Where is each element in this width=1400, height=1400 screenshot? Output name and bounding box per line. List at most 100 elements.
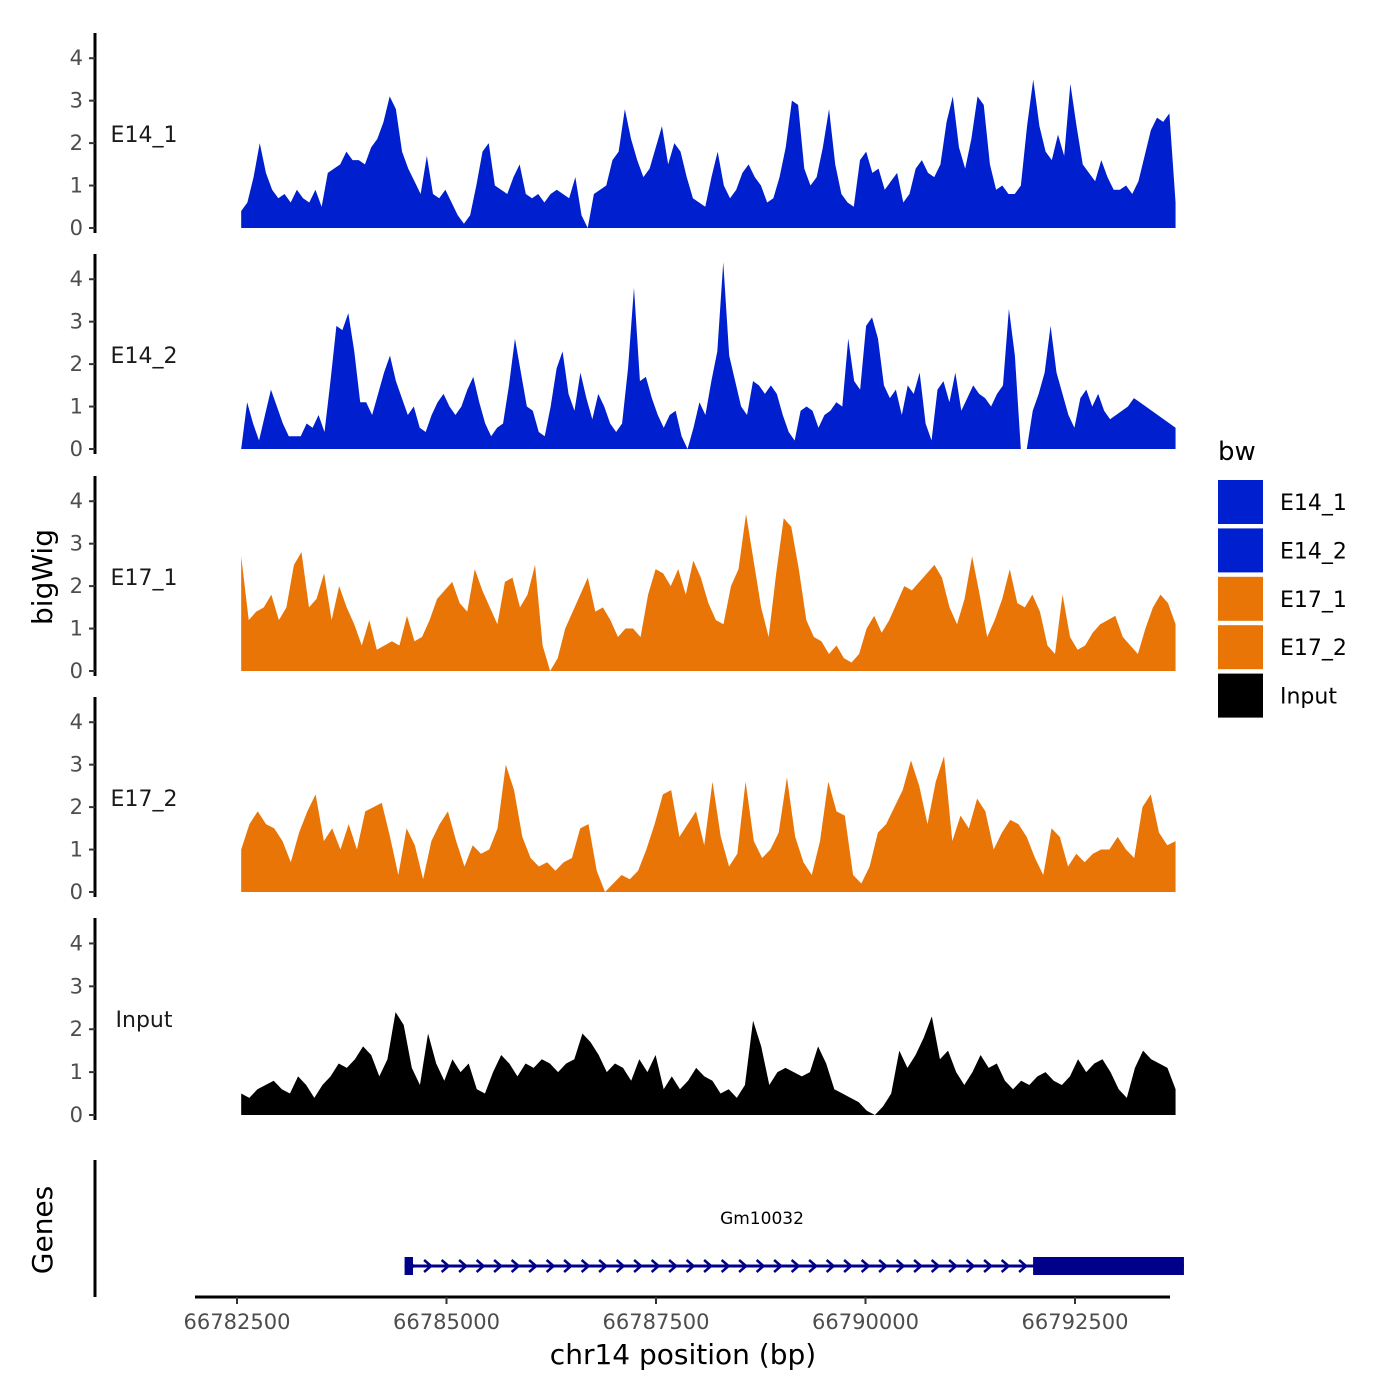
y-tick-label: 4: [70, 489, 83, 513]
strand-arrow: [668, 1259, 679, 1273]
y-tick-label: 4: [70, 267, 83, 291]
strand-arrow: [528, 1259, 539, 1273]
y-tick-label: 2: [70, 574, 83, 598]
y-tick-label: 0: [70, 880, 83, 904]
track-e17-1: 0 1 2 3 4 E17_1: [70, 476, 1176, 683]
track-label: E14_1: [111, 123, 178, 148]
y-tick-label: 1: [70, 395, 83, 419]
strand-arrow: [983, 1259, 994, 1273]
y-tick-label: 3: [70, 89, 83, 113]
strand-arrow: [913, 1259, 924, 1273]
strand-arrow: [580, 1259, 591, 1273]
y-tick-label: 0: [70, 1103, 83, 1127]
x-axis-title: chr14 position (bp): [550, 1338, 816, 1371]
strand-arrow: [790, 1259, 801, 1273]
x-tick-label: 66792500: [1022, 1310, 1129, 1334]
y-tick-label: 4: [70, 46, 83, 70]
legend-swatch: [1218, 625, 1263, 670]
area-e17-2: [241, 756, 1176, 892]
strand-arrow: [475, 1259, 486, 1273]
area-e14-2: [241, 262, 1176, 449]
strand-arrow: [615, 1259, 626, 1273]
legend-item-e14-2: E14_2: [1218, 528, 1347, 573]
y-tick-label: 4: [70, 931, 83, 955]
legend-swatch: [1218, 480, 1263, 524]
strand-arrow: [930, 1259, 941, 1273]
track-label: E17_2: [111, 787, 178, 812]
strand-arrow: [633, 1259, 644, 1273]
y-tick-label: 3: [70, 310, 83, 334]
y-tick-label: 3: [70, 974, 83, 998]
legend-swatch: [1218, 673, 1263, 718]
y-tick-label: 2: [70, 1017, 83, 1041]
legend-label: E17_2: [1280, 636, 1347, 661]
strand-arrow: [948, 1259, 959, 1273]
x-tick-label: 66790000: [812, 1310, 919, 1334]
track-input: 0 1 2 3 4 Input: [70, 918, 1176, 1127]
y-tick-label: 0: [70, 216, 83, 240]
x-tick-label: 66782500: [184, 1310, 291, 1334]
track-e17-2: 0 1 2 3 4 E17_2: [70, 697, 1176, 904]
legend-item-input: Input: [1218, 673, 1337, 718]
x-tick-label: 66785000: [393, 1310, 500, 1334]
y-tick-label: 3: [70, 753, 83, 777]
strand-arrow: [755, 1259, 766, 1273]
legend: bw E14_1 E14_2 E17_1 E17_2 Input: [1218, 437, 1347, 718]
strand-arrow: [738, 1259, 749, 1273]
exon: [404, 1257, 413, 1275]
strand-arrow: [1000, 1259, 1011, 1273]
legend-swatch: [1218, 576, 1263, 621]
y-tick-label: 1: [70, 174, 83, 198]
strand-arrow: [773, 1259, 784, 1273]
area-e14-1: [241, 79, 1176, 228]
strand-arrow: [860, 1259, 871, 1273]
genes-axis-title: Genes: [26, 1186, 59, 1274]
strand-arrow: [808, 1259, 819, 1273]
y-tick-label: 2: [70, 352, 83, 376]
track-label: E17_1: [111, 566, 178, 591]
strand-arrow: [825, 1259, 836, 1273]
strand-arrow: [510, 1259, 521, 1273]
x-axis: 66782500 66785000 66787500 66790000 66792500: [184, 1295, 1170, 1334]
y-tick-label: 0: [70, 659, 83, 683]
y-tick-label: 1: [70, 838, 83, 862]
strand-arrow: [650, 1259, 661, 1273]
strand-arrow: [423, 1259, 434, 1273]
tracks-layer: 0 1 2 3 4 E14_1 0 1 2 3 4 E14_2 0 1 2 3 4 E17_1 0 1 2 3 4 E17_2…: [70, 33, 1176, 1127]
gene-track: Gm10032: [93, 1160, 1184, 1297]
track-e14-2: 0 1 2 3 4 E14_2: [70, 254, 1176, 461]
legend-item-e17-2: E17_2: [1218, 625, 1347, 670]
strand-arrow: [1018, 1259, 1029, 1273]
legend-label: Input: [1280, 685, 1337, 710]
strand-arrow: [563, 1259, 574, 1273]
gene-name-label: Gm10032: [720, 1209, 804, 1229]
track-label: E14_2: [111, 344, 178, 369]
y-axis-title: bigWig: [26, 529, 59, 625]
area-e17-1: [241, 513, 1176, 671]
exon: [1033, 1257, 1184, 1275]
strand-arrow: [598, 1259, 609, 1273]
x-tick-label: 66787500: [603, 1310, 710, 1334]
y-tick-label: 0: [70, 437, 83, 461]
legend-label: E14_2: [1280, 539, 1347, 564]
track-e14-1: 0 1 2 3 4 E14_1: [70, 33, 1176, 240]
y-tick-label: 2: [70, 795, 83, 819]
strand-arrow: [685, 1259, 696, 1273]
strand-arrow: [440, 1259, 451, 1273]
strand-arrow: [720, 1259, 731, 1273]
y-tick-label: 1: [70, 1060, 83, 1084]
legend-label: E17_1: [1280, 588, 1347, 613]
y-tick-label: 2: [70, 131, 83, 155]
strand-arrow: [545, 1259, 556, 1273]
strand-arrow: [965, 1259, 976, 1273]
y-tick-label: 4: [70, 710, 83, 734]
legend-item-e17-1: E17_1: [1218, 576, 1347, 621]
track-label: Input: [116, 1008, 173, 1033]
legend-title: bw: [1218, 437, 1256, 467]
strand-arrow: [843, 1259, 854, 1273]
strand-arrow: [493, 1259, 504, 1273]
y-tick-label: 1: [70, 617, 83, 641]
strand-arrow: [703, 1259, 714, 1273]
